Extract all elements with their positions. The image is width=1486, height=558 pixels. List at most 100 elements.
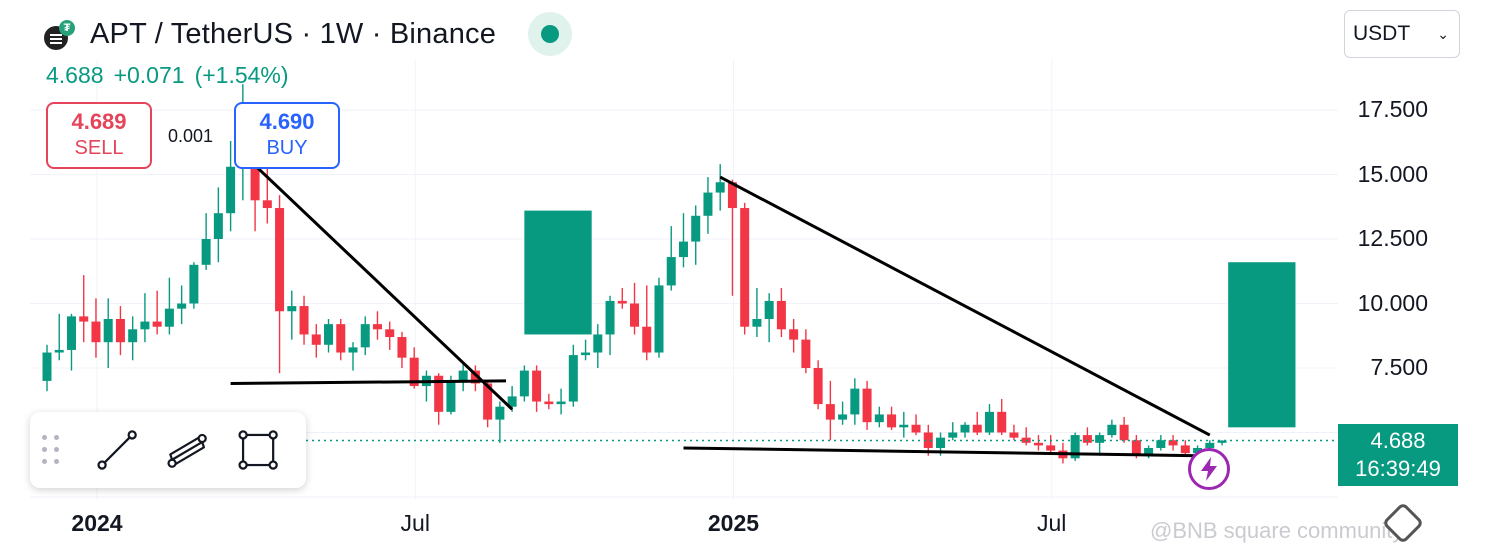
candle-body [385, 329, 395, 338]
candle-body [54, 349, 64, 353]
candle-body [997, 411, 1007, 433]
chevron-down-icon: ⌄ [1437, 25, 1449, 42]
candle-body [899, 424, 909, 428]
candle-body [678, 241, 688, 258]
support-trend-line [683, 446, 1198, 458]
price-axis-label: 12.500 [1357, 225, 1428, 251]
candle-body [324, 324, 334, 345]
candle-body [250, 146, 260, 201]
candle-body [128, 329, 138, 343]
parallel-channel-tool-icon[interactable] [165, 425, 209, 475]
candle-body [532, 370, 542, 402]
rectangle-tool-icon[interactable] [236, 425, 280, 475]
market-status-indicator[interactable] [528, 12, 573, 56]
candle-body [507, 396, 517, 407]
candle-body [568, 355, 578, 402]
candle-body [470, 370, 480, 384]
candle-body [556, 401, 566, 405]
trend-line-tool-icon[interactable] [95, 425, 139, 475]
candle-body [642, 326, 652, 353]
candle-body [1131, 440, 1141, 456]
candle-body [519, 370, 529, 397]
price-axis-label: 15.000 [1357, 160, 1428, 187]
candle-body [287, 306, 297, 312]
time-axis-label: 2025 [707, 510, 760, 536]
sell-button[interactable]: 4.689 SELL [46, 102, 152, 169]
lightning-icon[interactable] [1188, 448, 1230, 490]
candle-body [91, 321, 101, 343]
candle-body [752, 318, 762, 327]
time-axis-label: Jul [400, 510, 430, 536]
candle-body [152, 321, 162, 327]
time-axis-label: Jul [1037, 510, 1067, 536]
resistance-trend-line [241, 152, 514, 411]
candle-body [654, 285, 664, 353]
candle-body [115, 318, 125, 343]
drawing-toolbar[interactable] [30, 412, 306, 488]
candle-body [66, 316, 76, 350]
candle-body [1180, 445, 1190, 454]
candle-body [360, 324, 370, 348]
candle-body [1107, 424, 1117, 436]
candle-body [1205, 442, 1215, 448]
last-price-tag-value: 4.688 [1370, 428, 1426, 453]
candle-body [1082, 435, 1092, 443]
target-box [524, 210, 592, 335]
watermark-text: @BNB square community [1150, 518, 1404, 543]
buy-button[interactable]: 4.690 BUY [234, 102, 340, 169]
symbol-title[interactable]: APT / TetherUS · 1W · Binance [90, 17, 497, 50]
candle-body [887, 414, 897, 428]
candle-body [1217, 440, 1227, 443]
price-change: +0.071 [113, 62, 185, 88]
candle-body [409, 357, 419, 387]
candle-body [874, 414, 884, 423]
candle-body [1046, 445, 1056, 451]
sell-price: 4.689 [71, 109, 127, 134]
candle-body [1168, 440, 1178, 446]
candle-body [189, 264, 199, 304]
candle-body [740, 208, 750, 327]
price-axis-label: 17.500 [1357, 96, 1428, 122]
candle-body [911, 424, 921, 433]
candle-body [703, 192, 713, 216]
last-price-tag: 4.688 16:39:49 [1338, 424, 1458, 486]
resistance-trend-line [719, 175, 1211, 437]
candle-body [483, 383, 493, 420]
candle-body [1033, 442, 1043, 446]
chart-drawings[interactable] [230, 152, 1296, 458]
price-change-percent: (+1.54%) [194, 62, 289, 88]
last-price: 4.688 [46, 62, 104, 88]
spread-value: 0.001 [168, 126, 214, 146]
candle-body [850, 388, 860, 415]
candle-body [1009, 432, 1019, 438]
candle-body [495, 406, 505, 420]
sell-label: SELL [74, 137, 124, 159]
currency-select[interactable]: USDT ⌄ [1344, 10, 1460, 58]
price-axis-label: 7.500 [1370, 354, 1428, 380]
price-axis-label: 10.000 [1357, 289, 1428, 316]
buy-label: BUY [266, 137, 308, 159]
candle-body [972, 424, 982, 433]
candle-body [140, 321, 150, 330]
drag-handle-icon[interactable] [42, 435, 63, 465]
candle-body [948, 432, 958, 438]
price-summary: 4.688 +0.071 (+1.54%) [46, 62, 299, 89]
candle-body [79, 316, 89, 322]
candle-body [776, 300, 786, 330]
candle-body [1119, 424, 1129, 441]
candle-body [275, 208, 285, 312]
candle-body [458, 370, 468, 381]
candle-body [1095, 435, 1105, 443]
candle-body [177, 303, 187, 309]
candle-body [311, 334, 321, 345]
candle-body [727, 182, 737, 209]
candle-body [226, 166, 236, 214]
candle-body [838, 414, 848, 420]
candle-body [201, 239, 211, 265]
candle-body [960, 424, 970, 433]
candle-body [789, 329, 799, 340]
currency-select-value: USDT [1353, 22, 1411, 45]
candle-body [262, 200, 272, 209]
candle-body [936, 437, 946, 448]
candle-body [434, 375, 444, 412]
